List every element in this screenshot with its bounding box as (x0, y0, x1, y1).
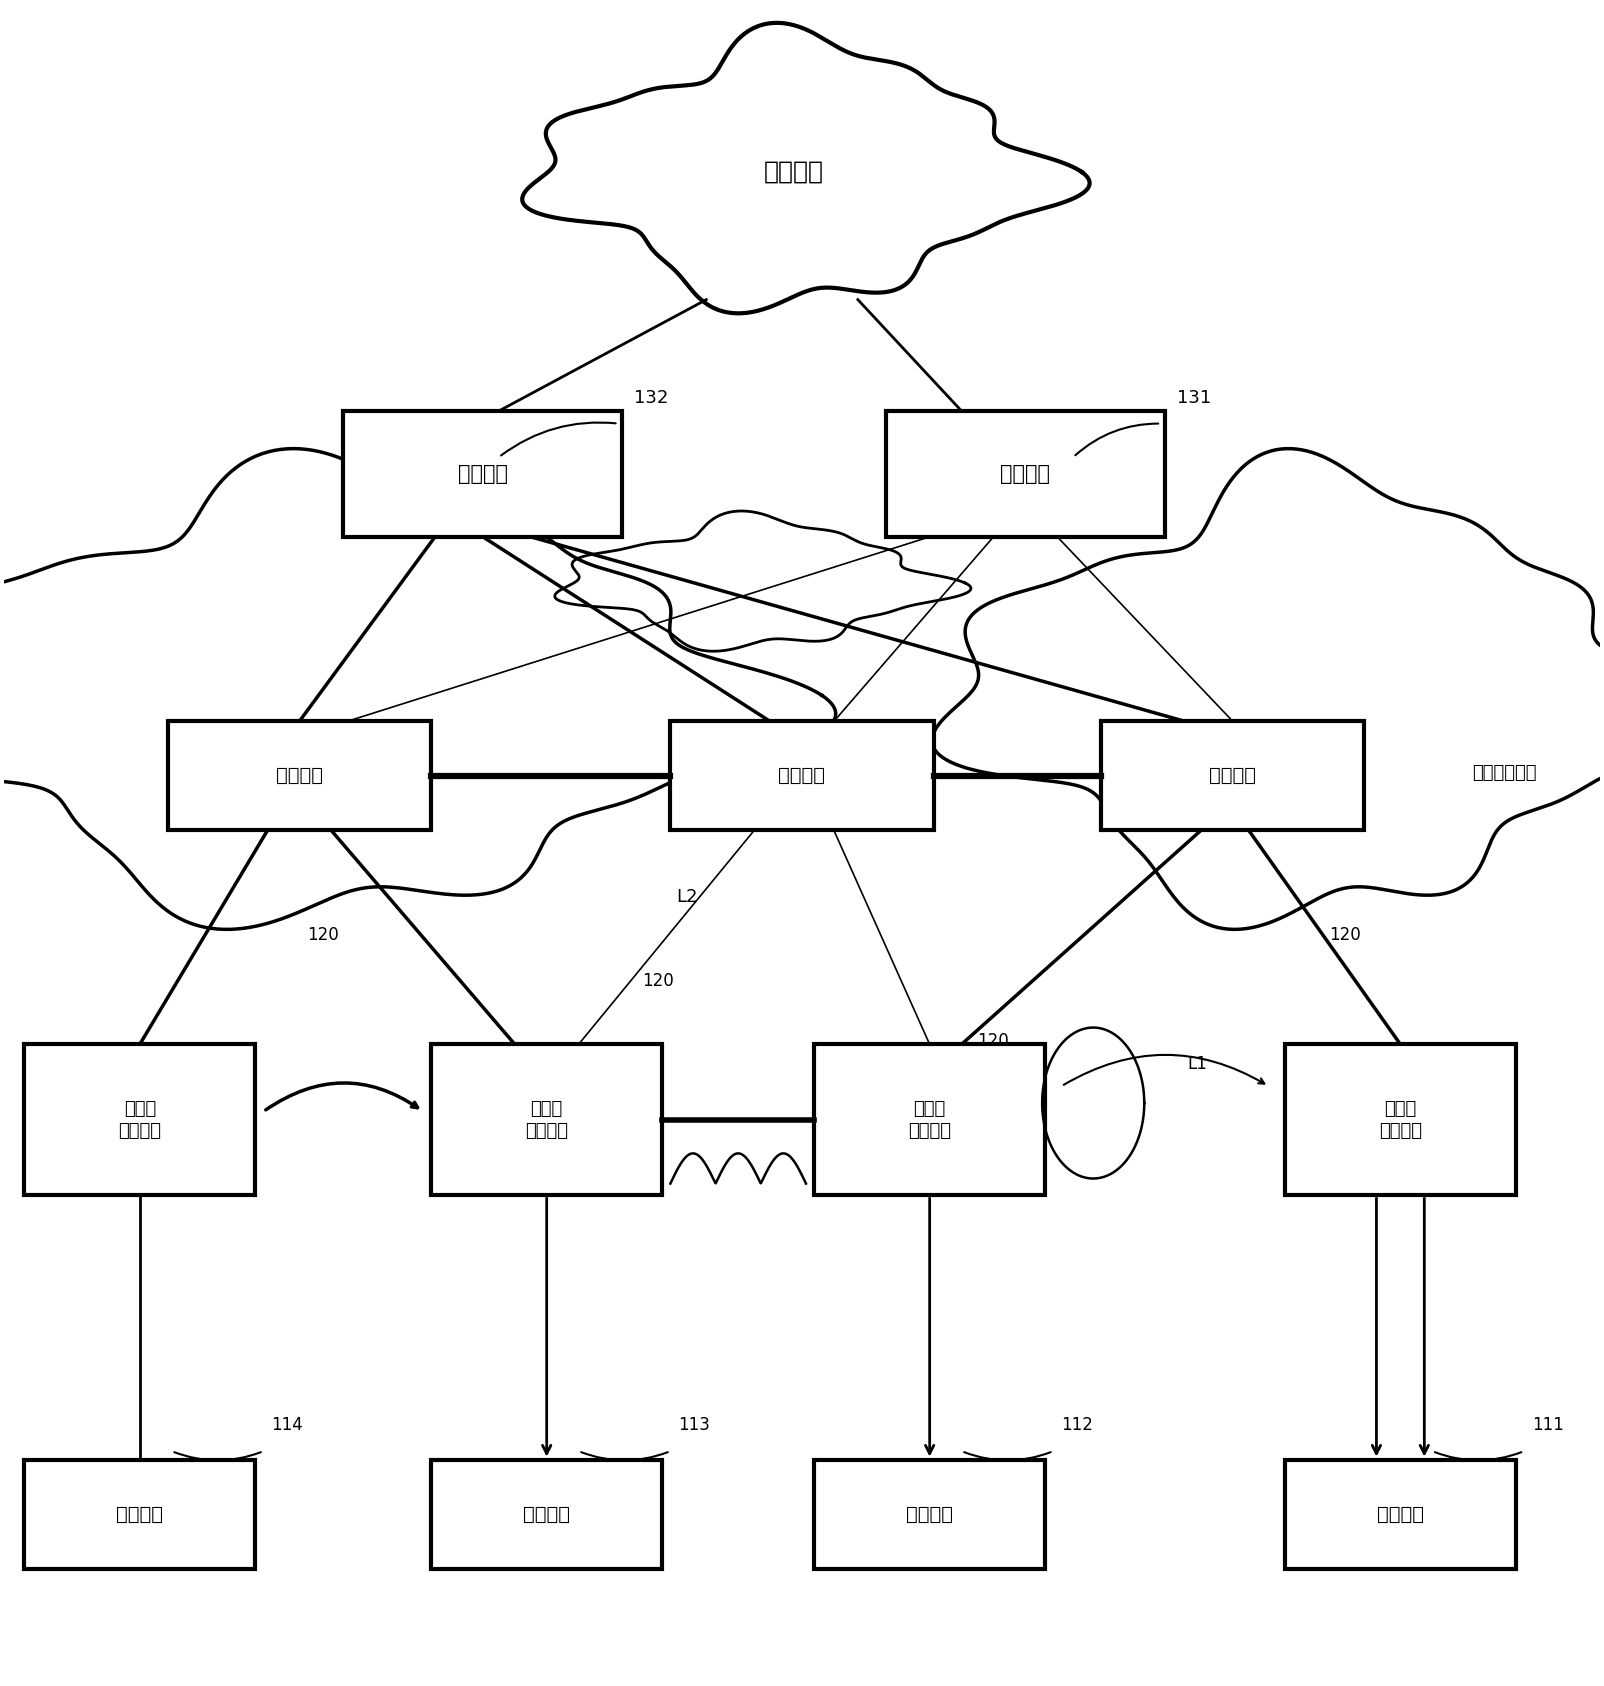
Text: 服务器
接入设备: 服务器 接入设备 (1379, 1099, 1421, 1140)
Text: 服务器
接入设备: 服务器 接入设备 (908, 1099, 951, 1140)
FancyBboxPatch shape (1285, 1044, 1516, 1195)
Text: 131: 131 (1177, 389, 1211, 406)
Text: 传输设备: 传输设备 (276, 767, 322, 786)
Text: 主机设备: 主机设备 (906, 1504, 953, 1524)
Text: 主机设备: 主机设备 (117, 1504, 164, 1524)
FancyBboxPatch shape (885, 411, 1165, 536)
Text: L2: L2 (677, 889, 698, 905)
FancyBboxPatch shape (168, 722, 431, 831)
Text: 120: 120 (643, 971, 674, 990)
Text: 111: 111 (1532, 1416, 1564, 1435)
Text: 主机设备: 主机设备 (523, 1504, 569, 1524)
FancyBboxPatch shape (343, 411, 622, 536)
Text: 113: 113 (678, 1416, 711, 1435)
FancyBboxPatch shape (24, 1460, 255, 1568)
Polygon shape (0, 448, 836, 929)
Text: 服务器
接入设备: 服务器 接入设备 (119, 1099, 162, 1140)
FancyBboxPatch shape (1285, 1460, 1516, 1568)
Text: 114: 114 (271, 1416, 303, 1435)
Text: L1: L1 (1189, 1055, 1208, 1074)
FancyBboxPatch shape (1102, 722, 1365, 831)
FancyBboxPatch shape (813, 1044, 1046, 1195)
FancyBboxPatch shape (431, 1044, 662, 1195)
Text: 传输设备: 传输设备 (778, 767, 826, 786)
Text: 边缘二层网络: 边缘二层网络 (1472, 764, 1537, 782)
FancyBboxPatch shape (431, 1460, 662, 1568)
Polygon shape (523, 24, 1089, 314)
Text: 120: 120 (977, 1032, 1009, 1050)
Polygon shape (555, 511, 970, 651)
Text: 网关设备: 网关设备 (1001, 464, 1051, 484)
FancyBboxPatch shape (670, 722, 934, 831)
Text: 132: 132 (635, 389, 669, 406)
FancyBboxPatch shape (24, 1044, 255, 1195)
Text: 120: 120 (1328, 926, 1360, 944)
Text: 服务器
接入设备: 服务器 接入设备 (525, 1099, 568, 1140)
Text: 120: 120 (308, 926, 338, 944)
Text: 112: 112 (1062, 1416, 1094, 1435)
Text: 三层网络: 三层网络 (764, 160, 824, 184)
Text: 主机设备: 主机设备 (1376, 1504, 1424, 1524)
FancyBboxPatch shape (813, 1460, 1046, 1568)
Polygon shape (932, 448, 1604, 929)
Text: 传输设备: 传输设备 (1209, 767, 1256, 786)
Text: 网关设备: 网关设备 (457, 464, 508, 484)
